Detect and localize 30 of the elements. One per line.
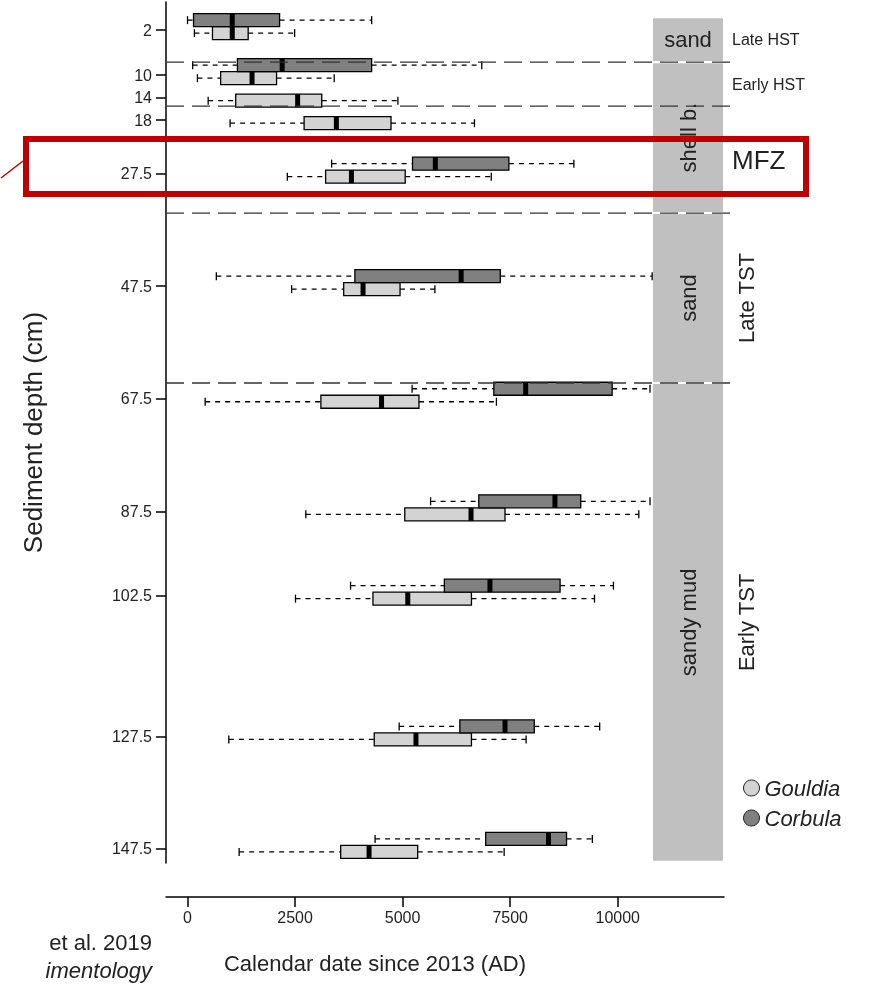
- y-tick-label: 147.5: [111, 840, 153, 858]
- legend-label: Corbula: [764, 805, 842, 831]
- text: MFZ: [732, 144, 786, 175]
- text: et al. 2019: [49, 930, 152, 956]
- text: imentology: [45, 958, 152, 984]
- y-tick-label: 10: [134, 66, 153, 84]
- band-label: sand: [664, 27, 712, 53]
- legend-label: Gouldia: [764, 775, 841, 801]
- y-tick-label: 14: [134, 89, 153, 107]
- text: Late HST: [732, 31, 800, 49]
- text: Early HST: [732, 75, 806, 93]
- x-tick-label: 2500: [277, 908, 313, 926]
- band-label: sandy mud: [675, 568, 701, 677]
- y-tick-label: 127.5: [111, 727, 153, 745]
- x-tick-label: 5000: [384, 908, 421, 926]
- y-axis-title: Sediment depth (cm): [18, 311, 48, 554]
- y-tick-label: 87.5: [120, 502, 153, 520]
- x-tick-label: 7500: [492, 908, 529, 926]
- band-label: sand: [675, 274, 701, 322]
- y-tick-label: 47.5: [120, 277, 153, 295]
- y-tick-label: 18: [134, 111, 153, 129]
- y-tick-label: 102.5: [111, 587, 153, 605]
- x-axis-title: Calendar date since 2013 (AD): [223, 950, 527, 976]
- x-tick-label: 10000: [595, 908, 641, 926]
- text: Early TST: [733, 573, 759, 672]
- y-tick-label: 2: [143, 21, 153, 39]
- y-tick-label: 67.5: [120, 390, 153, 408]
- text: Late TST: [733, 252, 759, 344]
- y-tick-label: 27.5: [120, 165, 153, 183]
- x-tick-label: 0: [183, 908, 193, 926]
